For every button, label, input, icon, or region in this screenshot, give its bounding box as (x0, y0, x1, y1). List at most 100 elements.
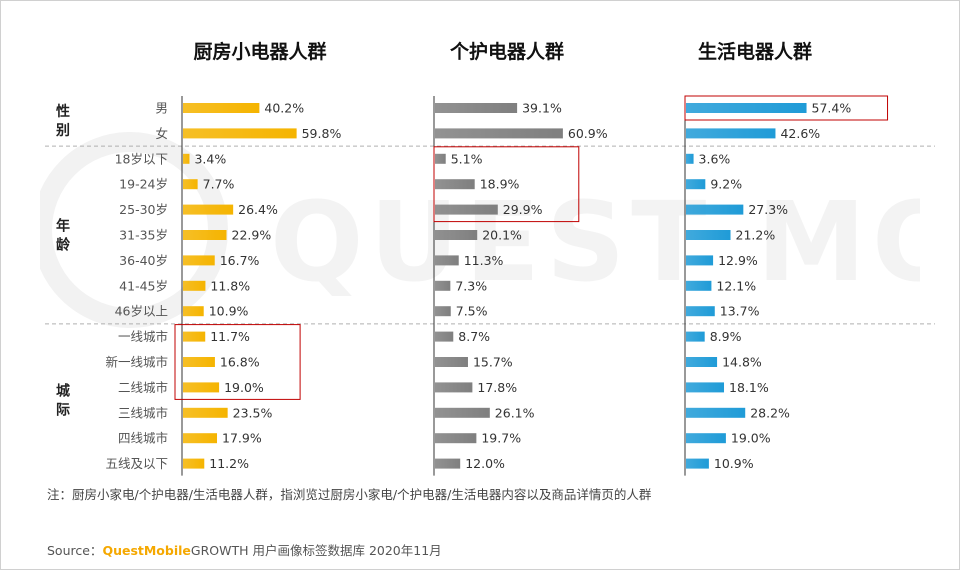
source-brand: QuestMobile (102, 543, 191, 558)
data-label: 13.7% (720, 304, 760, 319)
data-label: 17.8% (477, 380, 517, 395)
data-label: 7.5% (456, 304, 488, 319)
category-label: 18岁以下 (115, 151, 168, 166)
highlight-box (433, 146, 580, 223)
data-label: 9.2% (710, 177, 742, 192)
bar (686, 407, 746, 418)
data-label: 60.9% (568, 126, 608, 141)
bar (686, 382, 725, 393)
data-label: 40.2% (264, 101, 304, 116)
bar (183, 230, 227, 240)
data-label: 3.6% (699, 151, 731, 166)
bar (686, 128, 776, 139)
data-label: 39.1% (522, 101, 562, 116)
data-label: 10.9% (209, 304, 249, 319)
bar (183, 128, 297, 139)
bar-chart: 男女 18岁以下 19-24岁 25-30岁 31-35岁 36-40岁 41-45岁 46岁… (45, 40, 935, 476)
data-label: 29.9% (503, 202, 543, 217)
category-label: 19-24岁 (119, 177, 168, 192)
bar (686, 153, 694, 164)
category-label: 五线及以下 (105, 456, 168, 471)
data-label: 11.3% (464, 253, 504, 268)
bar (183, 255, 215, 266)
data-label: 10.9% (714, 456, 754, 471)
category-label: 25-30岁 (119, 202, 168, 217)
group-label: 别 (55, 123, 70, 139)
data-label: 5.1% (451, 151, 483, 166)
data-label: 16.8% (220, 355, 260, 370)
bar (435, 357, 468, 367)
data-label: 11.2% (209, 456, 249, 471)
bar (183, 103, 260, 113)
data-label: 19.0% (224, 380, 264, 395)
panel-title: 生活电器人群 (698, 40, 812, 63)
data-label: 3.4% (194, 151, 226, 166)
bar (686, 280, 712, 291)
data-label: 19.7% (481, 431, 521, 446)
data-label: 21.2% (736, 228, 776, 243)
bar (435, 179, 475, 190)
bar (686, 179, 706, 190)
bar (183, 357, 215, 367)
data-label: 27.3% (748, 202, 788, 217)
bar (435, 153, 446, 164)
category-label: 四线城市 (118, 431, 168, 446)
data-label: 8.9% (710, 329, 742, 344)
bar (183, 153, 190, 164)
bar (183, 433, 218, 444)
bar (435, 204, 498, 215)
data-label: 26.1% (495, 405, 535, 420)
data-label: 42.6% (780, 126, 820, 141)
panel-title: 厨房小电器人群 (193, 40, 326, 63)
source-label: Source： (47, 543, 103, 558)
source-line: Source：QuestMobileGROWTH 用户画像标签数据库 2020年… (47, 540, 442, 559)
data-label: 15.7% (473, 355, 513, 370)
category-label: 31-35岁 (119, 228, 168, 243)
data-label: 7.3% (455, 278, 487, 293)
data-label: 23.5% (233, 405, 273, 420)
category-label: 女 (155, 126, 168, 141)
highlight-box (174, 324, 301, 400)
data-label: 18.1% (729, 380, 769, 395)
data-label: 26.4% (238, 202, 278, 217)
bar (183, 306, 204, 317)
group-label: 龄 (56, 237, 71, 254)
bar (686, 230, 731, 240)
bar (686, 331, 705, 342)
group-label: 年 (56, 218, 70, 235)
bar (435, 306, 451, 317)
bar (435, 331, 454, 342)
bar (435, 128, 563, 139)
data-label: 11.7% (210, 329, 250, 344)
data-label: 8.7% (458, 329, 490, 344)
category-label: 41-45岁 (119, 278, 168, 293)
bar (183, 331, 206, 342)
bar (686, 204, 744, 215)
bar (435, 382, 473, 393)
data-label: 16.7% (220, 253, 260, 268)
category-label: 三线城市 (118, 405, 168, 420)
data-label: 11.8% (210, 278, 250, 293)
bar (435, 280, 451, 291)
category-label: 一线城市 (118, 329, 168, 344)
highlight-box (684, 95, 889, 121)
data-label: 7.7% (203, 177, 235, 192)
panel-title: 个护电器人群 (449, 40, 564, 63)
source-text: GROWTH 用户画像标签数据库 2020年11月 (190, 543, 442, 558)
data-label: 12.0% (465, 456, 505, 471)
category-label: 男 (155, 101, 168, 116)
category-label: 二线城市 (118, 380, 168, 395)
data-label: 19.0% (731, 431, 771, 446)
group-label: 性 (56, 103, 70, 120)
data-label: 12.9% (718, 253, 758, 268)
category-label: 46岁以上 (115, 304, 168, 319)
data-label: 14.8% (722, 355, 762, 370)
bar (183, 280, 206, 291)
bar (183, 179, 198, 190)
bar (183, 382, 220, 393)
data-label: 57.4% (812, 101, 852, 116)
bar (435, 230, 478, 240)
bar (435, 433, 477, 444)
bar (686, 357, 718, 367)
bar (435, 255, 459, 266)
